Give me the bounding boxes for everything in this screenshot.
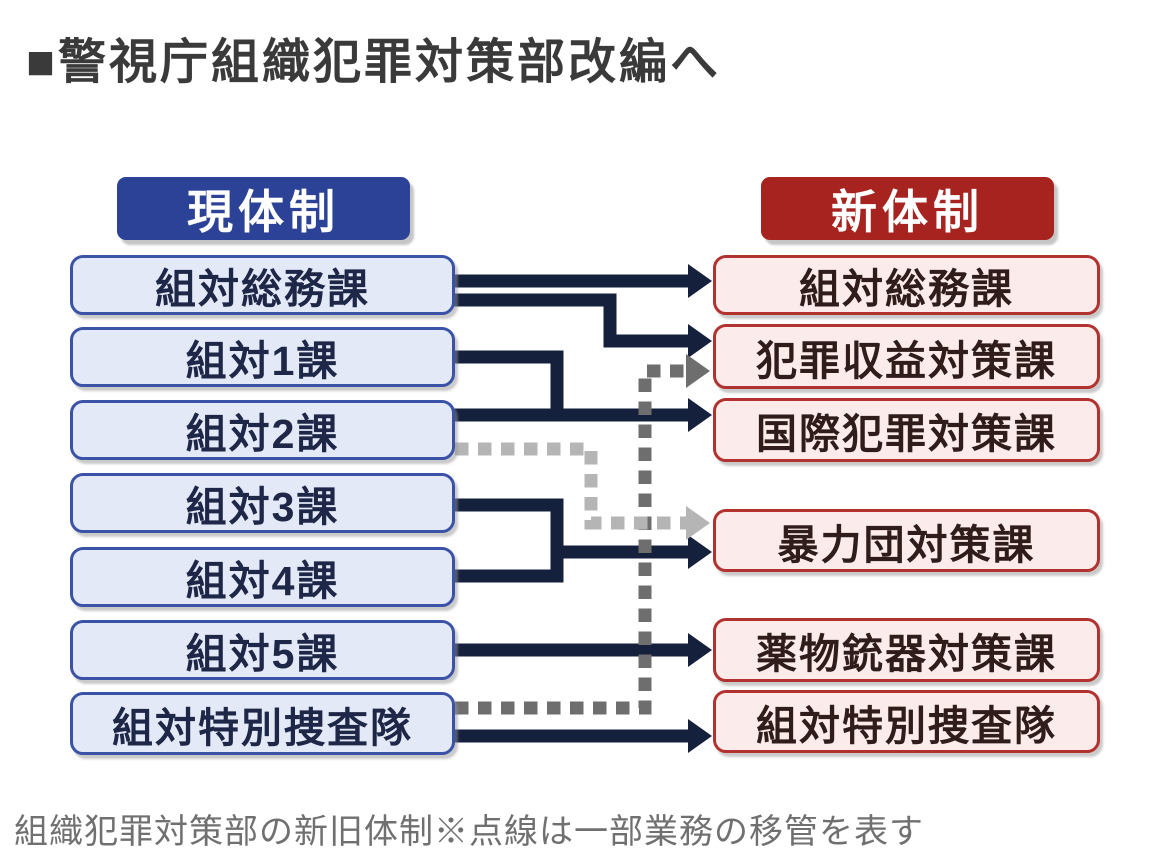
- current-org-box-4: 組対4課: [70, 547, 455, 607]
- edge-2-組対1課-to-国際犯罪対策課: [450, 350, 564, 414]
- edge-1-組対総務課-to-犯罪収益対策課: [450, 293, 712, 358]
- new-org-box-1: 犯罪収益対策課: [713, 324, 1100, 389]
- caption: 組織犯罪対策部の新旧体制※点線は一部業務の移管を表す: [14, 813, 924, 851]
- new-org-box-5: 組対特別捜査隊: [713, 690, 1100, 753]
- current-org-box-3: 組対3課: [70, 473, 455, 533]
- new-org-box-2: 国際犯罪対策課: [713, 398, 1100, 462]
- current-org-box-1: 組対1課: [70, 327, 455, 387]
- page-title: ■警視庁組織犯罪対策部改編へ: [26, 36, 721, 89]
- edge-group: [450, 264, 712, 753]
- edge-9-組対2課-to-暴力団対策課: [455, 442, 710, 540]
- new-structure-header: 新体制: [761, 177, 1054, 240]
- new-org-box-0: 組対総務課: [713, 255, 1100, 315]
- current-org-box-6: 組対特別捜査隊: [70, 692, 455, 755]
- current-org-box-2: 組対2課: [70, 400, 455, 460]
- current-structure-header: 現体制: [117, 177, 410, 240]
- current-org-box-0: 組対総務課: [70, 255, 455, 315]
- new-org-box-4: 薬物銃器対策課: [713, 618, 1100, 682]
- edge-4-組対3課-組対4課-to-暴力団対策課: [450, 498, 564, 583]
- current-org-box-5: 組対5課: [70, 620, 455, 680]
- new-org-box-3: 暴力団対策課: [713, 509, 1100, 572]
- edge-8-組対特別捜査隊-to-犯罪収益対策課: [455, 354, 710, 715]
